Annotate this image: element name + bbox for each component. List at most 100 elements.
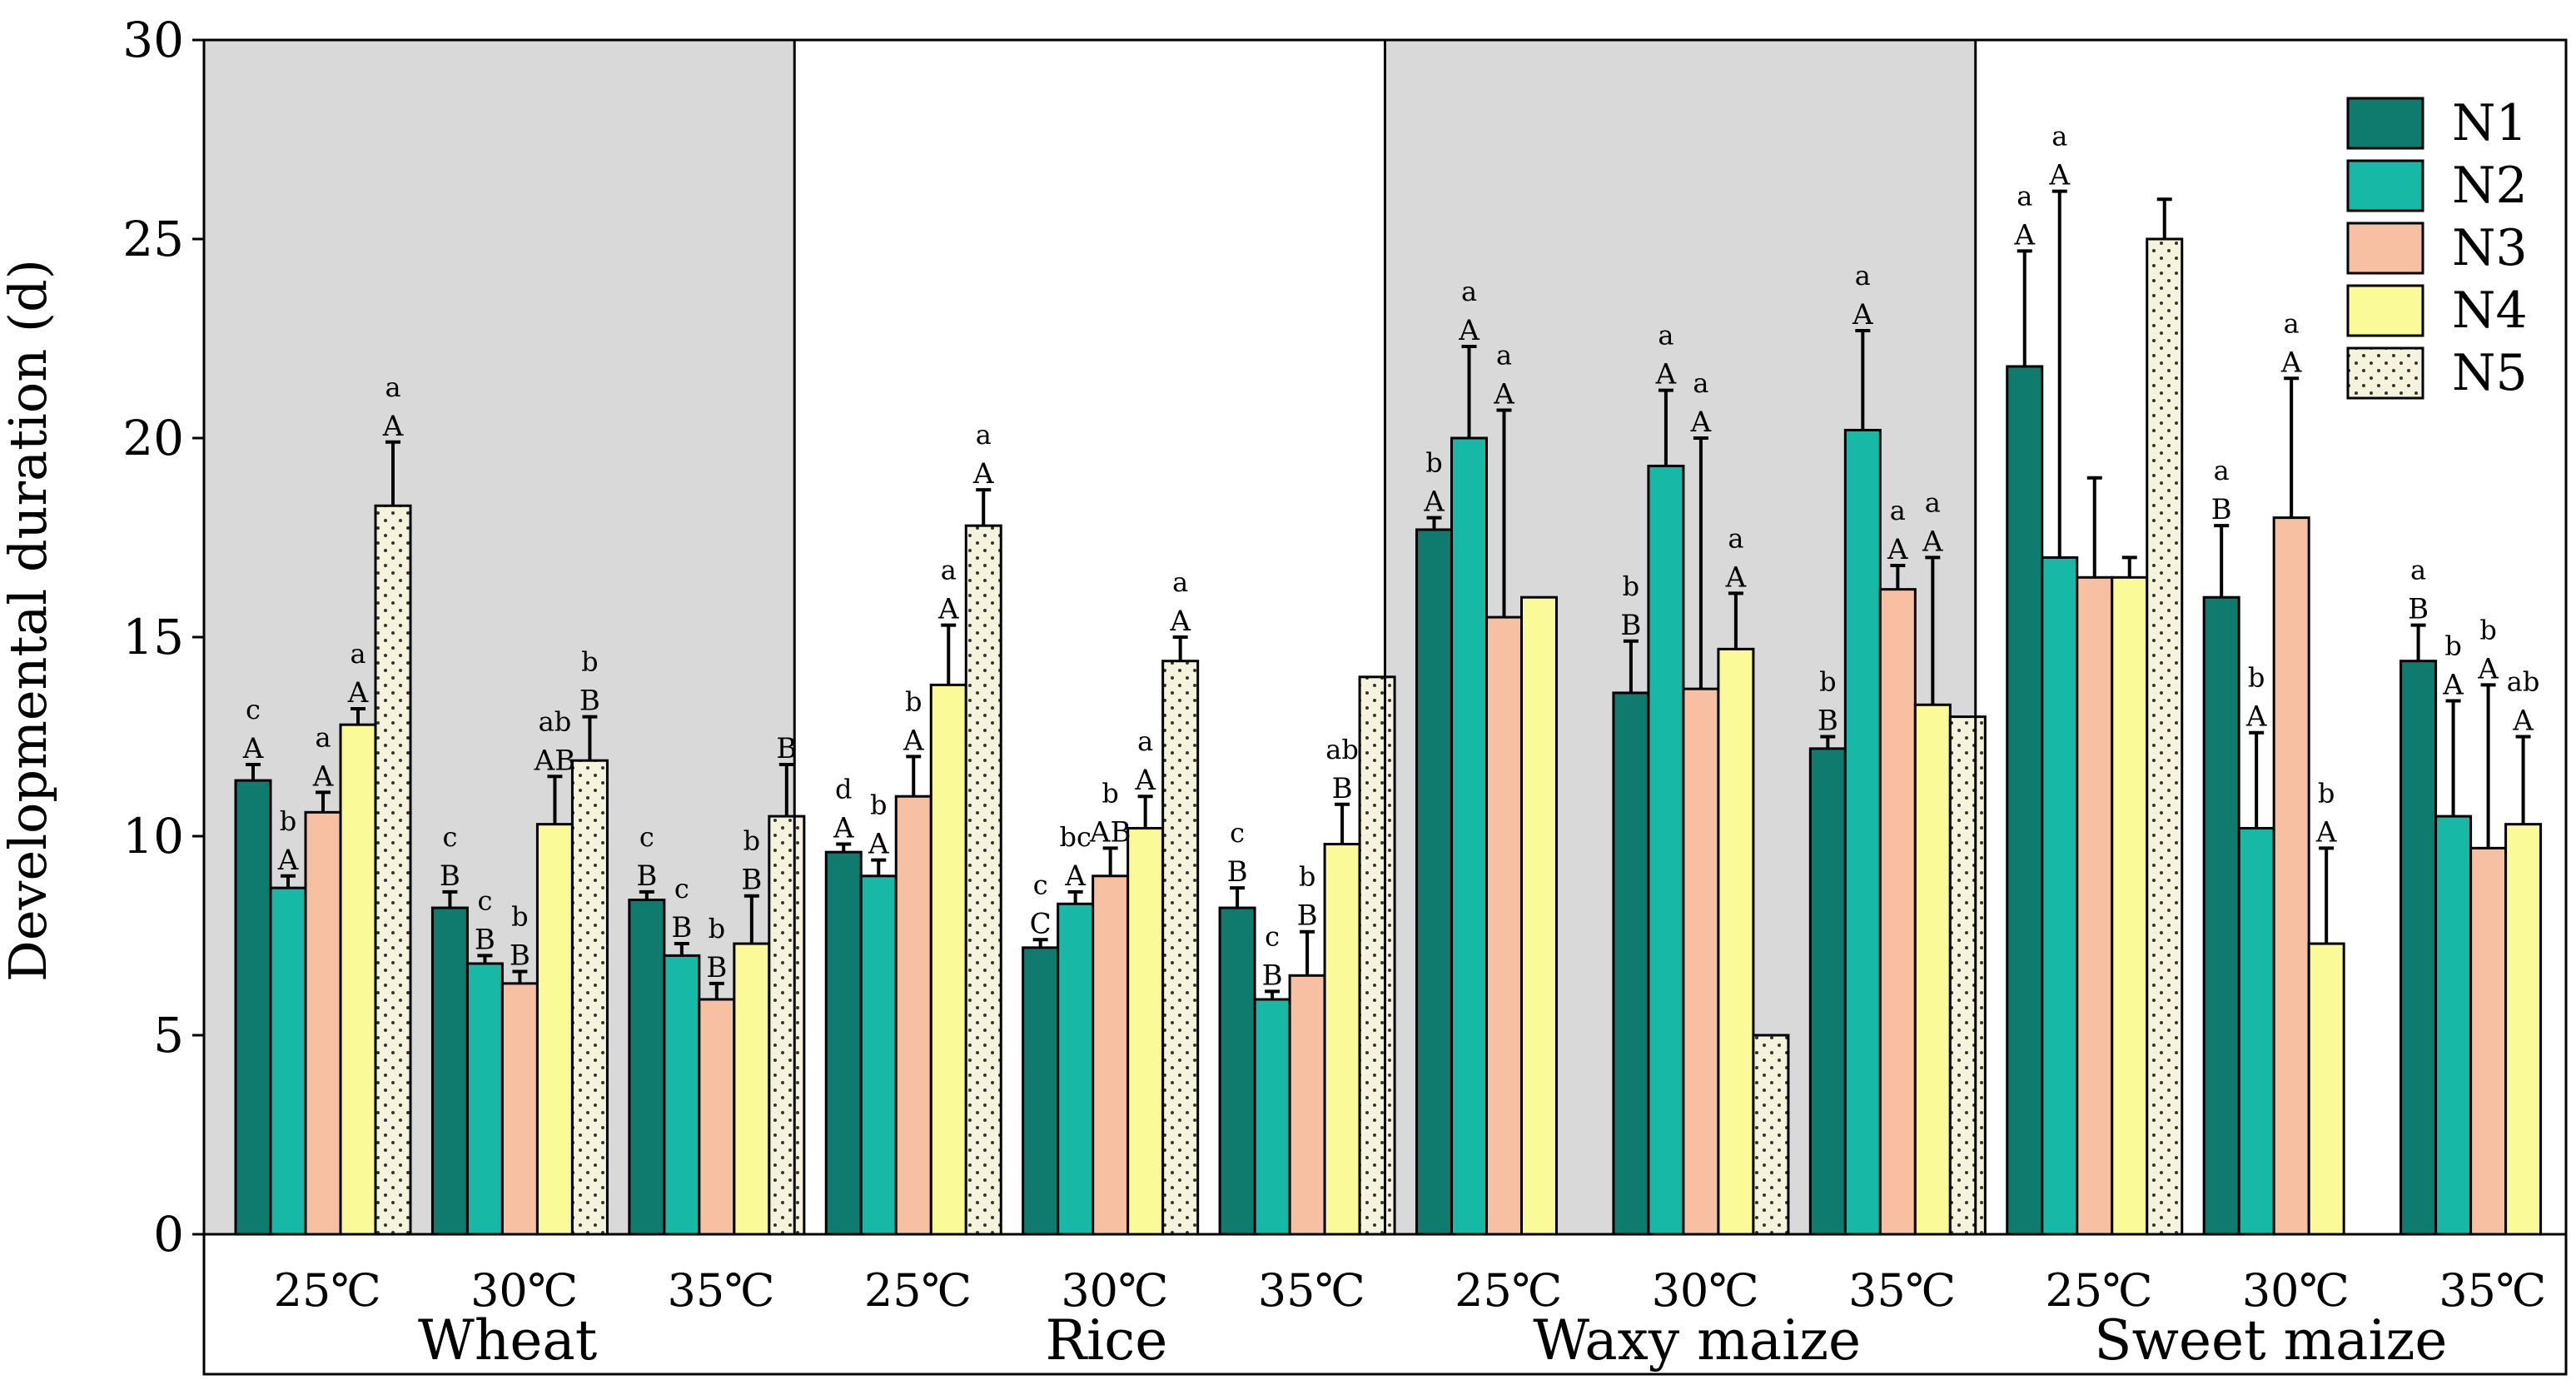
lower-letter-3-N3: A [903, 724, 924, 757]
upper-letter-10-N4: b [2318, 777, 2335, 809]
bar-4-N5 [1161, 660, 1200, 1236]
x-label-box [202, 1233, 2568, 1376]
lower-letter-5-N1: B [1227, 855, 1248, 889]
temp-label-2: 35℃ [667, 1264, 774, 1317]
bar-1-N5 [570, 759, 609, 1236]
upper-letter-5-N3: b [1299, 861, 1315, 893]
upper-letter-3-N3: b [905, 685, 922, 717]
lower-letter-10-N4: A [2315, 815, 2337, 849]
lower-letter-1-N1: B [440, 859, 460, 893]
upper-letter-10-N2: b [2248, 662, 2265, 694]
bar-4-N1 [1022, 946, 1060, 1236]
lower-letter-3-N5: A [972, 457, 994, 491]
lower-letter-2-N3: B [706, 951, 727, 984]
lower-letter-9-N2: A [2048, 159, 2070, 192]
legend-swatch-N3 [2346, 222, 2424, 275]
lower-letter-2-N5: B [776, 732, 797, 765]
temp-label-5: 35℃ [1258, 1264, 1365, 1317]
upper-letter-5-N1: c [1230, 817, 1245, 849]
upper-letter-7-N2: a [1658, 320, 1673, 351]
lower-letter-8-N4: A [1922, 525, 1943, 558]
bar-5-N1 [1218, 906, 1256, 1236]
upper-letter-4-N1: c [1033, 869, 1048, 900]
legend-swatch-N2 [2346, 159, 2424, 212]
lower-letter-4-N3: AB [1089, 815, 1131, 849]
upper-letter-5-N2: c [1265, 920, 1280, 952]
temp-label-3: 25℃ [864, 1264, 972, 1317]
lower-letter-1-N2: B [475, 923, 495, 956]
bar-1-N3 [500, 982, 539, 1236]
upper-letter-10-N3: a [2284, 307, 2300, 339]
lower-letter-6-N3: A [1493, 378, 1514, 411]
lower-letter-6-N1: A [1423, 486, 1445, 519]
lower-letter-7-N1: B [1620, 609, 1641, 642]
upper-letter-0-N4: a [350, 638, 366, 670]
bar-11-N3 [2469, 846, 2508, 1236]
crop-label-1: Rice [1045, 1308, 1167, 1373]
bar-7-N4 [1717, 647, 1755, 1236]
upper-letter-3-N4: a [941, 555, 957, 586]
bar-9-N2 [2041, 556, 2079, 1236]
bar-3-N3 [894, 795, 932, 1236]
upper-letter-11-N3: b [2479, 614, 2496, 645]
legend-swatch-N4 [2346, 284, 2424, 337]
bar-3-N5 [964, 524, 1002, 1236]
lower-letter-9-N1: A [2013, 218, 2035, 252]
bar-5-N3 [1288, 974, 1326, 1236]
lower-letter-4-N5: A [1169, 605, 1191, 638]
upper-letter-10-N1: a [2214, 455, 2230, 486]
temp-label-9: 25℃ [2045, 1264, 2152, 1317]
significance-labels: AcAbAaAaAaBcBcBbABabBbBcBcBbBbBAdAbAbAaA… [242, 121, 2540, 993]
bar-5-N2 [1253, 998, 1291, 1236]
lower-letter-0-N2: A [277, 844, 299, 877]
crop-label-3: Sweet maize [2094, 1308, 2447, 1373]
lower-letter-11-N1: B [2408, 593, 2429, 626]
upper-letter-9-N1: a [2017, 180, 2032, 212]
lower-letter-6-N2: A [1458, 314, 1479, 347]
temp-label-7: 30℃ [1652, 1264, 1759, 1317]
bar-6-N4 [1520, 595, 1558, 1236]
lower-letter-8-N1: B [1818, 705, 1838, 738]
lower-letter-1-N4: AB [534, 744, 576, 777]
lower-letter-4-N1: C [1030, 907, 1052, 940]
bar-1-N1 [430, 906, 469, 1236]
lower-letter-3-N1: A [833, 812, 854, 845]
bar-2-N4 [733, 942, 771, 1236]
lower-letter-8-N3: A [1887, 533, 1908, 566]
y-tick-label-0: 0 [153, 1206, 184, 1263]
upper-letter-11-N2: b [2444, 630, 2461, 661]
bar-9-N4 [2111, 575, 2149, 1236]
lower-letter-1-N3: B [510, 939, 530, 973]
lower-letter-7-N2: A [1655, 358, 1677, 391]
legend-label-N5: N5 [2452, 344, 2528, 402]
upper-letter-1-N4: ab [539, 705, 572, 737]
lower-letter-3-N4: A [937, 593, 959, 626]
y-tick-label-25: 25 [122, 211, 184, 267]
bar-6-N3 [1485, 615, 1523, 1236]
y-tick-label-20: 20 [122, 410, 184, 466]
legend-swatch-N1 [2346, 97, 2424, 150]
upper-letter-3-N5: a [976, 419, 992, 451]
lower-letter-2-N2: B [671, 911, 692, 944]
bar-4-N4 [1126, 826, 1165, 1236]
upper-letter-0-N5: a [385, 371, 400, 403]
lower-letter-10-N1: B [2211, 493, 2232, 526]
bar-0-N2 [269, 886, 307, 1236]
temp-label-1: 30℃ [470, 1264, 578, 1317]
upper-letter-3-N1: d [835, 774, 852, 805]
legend-swatch-N5 [2346, 346, 2424, 400]
bar-7-N5 [1752, 1034, 1790, 1236]
upper-letter-1-N3: b [511, 901, 528, 933]
upper-letter-7-N4: a [1728, 522, 1743, 554]
y-tick-label-5: 5 [153, 1007, 184, 1064]
y-tick-label-15: 15 [122, 609, 184, 665]
bar-11-N1 [2399, 660, 2438, 1236]
bar-0-N1 [234, 779, 272, 1236]
bar-2-N5 [768, 815, 806, 1236]
x-axis-labels: 25℃ 30℃ 35℃ 25℃ 30℃ 35℃ 25℃ 30℃ 35℃ 25℃ 30℃ 35℃ Whea… [274, 1264, 2547, 1373]
bar-7-N3 [1682, 687, 1720, 1236]
upper-letter-11-N1: a [2410, 555, 2426, 586]
bar-3-N2 [859, 874, 898, 1236]
